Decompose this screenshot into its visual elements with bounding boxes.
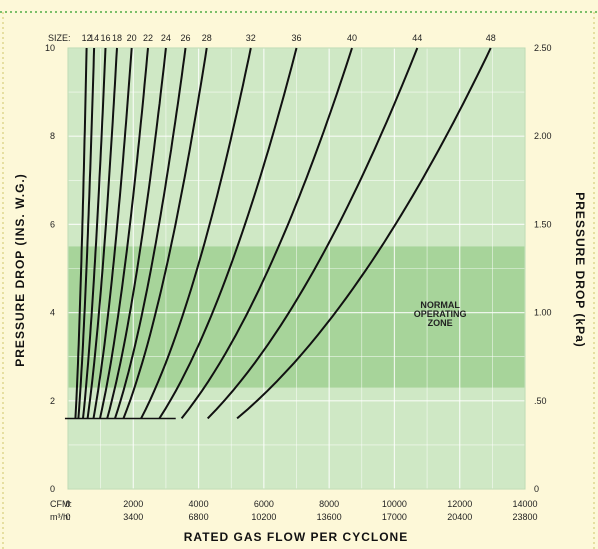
zone-label-line: NORMAL — [420, 300, 460, 310]
grid-lines — [67, 47, 526, 490]
x-tick-cfm: 8000 — [319, 499, 339, 509]
size-label: 36 — [291, 33, 301, 43]
cfm-prefix: CFM: — [50, 499, 72, 509]
x-tick-m3h: 10200 — [251, 512, 276, 522]
zone-label: NORMAL OPERATING ZONE — [414, 300, 467, 328]
m3h-prefix: m³/h: — [50, 512, 71, 522]
size-label: 40 — [347, 33, 357, 43]
size-label: 28 — [202, 33, 212, 43]
size-curve-22 — [99, 47, 149, 419]
size-label: 26 — [181, 33, 191, 43]
size-label: 44 — [412, 33, 422, 43]
size-curve-28 — [122, 47, 208, 419]
x-tick-cfm: 10000 — [382, 499, 407, 509]
size-curve-44 — [206, 47, 419, 420]
x-tick-m3h: 0 — [65, 512, 70, 522]
size-label: 12 — [82, 33, 92, 43]
right-axis-title: PRESSURE DROP (kPa) — [573, 192, 587, 347]
size-curve-24 — [106, 47, 167, 419]
size-label: 48 — [486, 33, 496, 43]
size-prefix: SIZE: — [48, 33, 71, 43]
size-curve-12 — [74, 47, 88, 419]
x-tick-cfm: 12000 — [447, 499, 472, 509]
size-label: 20 — [127, 33, 137, 43]
size-curve-48 — [236, 47, 492, 420]
x-tick-m3h: 13600 — [317, 512, 342, 522]
size-label: 18 — [112, 33, 122, 43]
left-axis-title: PRESSURE DROP (INS. W.G.) — [13, 173, 27, 366]
left-y-ticks: 0 2 4 6 8 10 — [45, 43, 55, 494]
right-y-tick: 2.50 — [534, 43, 552, 53]
zone-label-line: ZONE — [428, 318, 453, 328]
x-ticks: 0 0 2000 3400 4000 6800 6000 10200 8000 13600 1000… — [65, 499, 537, 522]
right-y-tick: 0 — [534, 484, 539, 494]
left-y-tick: 10 — [45, 43, 55, 53]
right-y-tick: 1.00 — [534, 308, 552, 318]
x-tick-cfm: 2000 — [123, 499, 143, 509]
size-label: 16 — [101, 33, 111, 43]
x-tick-m3h: 20400 — [447, 512, 472, 522]
left-y-tick: 2 — [50, 396, 55, 406]
right-y-ticks: 0 .50 1.00 1.50 2.00 2.50 — [534, 43, 552, 494]
x-axis-title: RATED GAS FLOW PER CYCLONE — [184, 530, 408, 544]
x-tick-m3h: 23800 — [512, 512, 537, 522]
size-label: 14 — [89, 33, 99, 43]
left-y-tick: 6 — [50, 219, 55, 229]
x-tick-cfm: 4000 — [189, 499, 209, 509]
right-y-tick: .50 — [534, 396, 547, 406]
left-y-tick: 8 — [50, 131, 55, 141]
left-y-tick: 0 — [50, 484, 55, 494]
right-y-tick: 2.00 — [534, 131, 552, 141]
size-label: 22 — [143, 33, 153, 43]
x-tick-m3h: 3400 — [123, 512, 143, 522]
x-tick-m3h: 17000 — [382, 512, 407, 522]
size-curve-26 — [114, 47, 187, 419]
right-y-tick: 1.50 — [534, 219, 552, 229]
size-curve-32 — [140, 47, 252, 419]
size-curve-36 — [158, 47, 298, 419]
left-y-tick: 4 — [50, 308, 55, 318]
size-curve-20 — [92, 47, 133, 419]
size-curve-18 — [86, 47, 118, 419]
zone-label-line: OPERATING — [414, 309, 467, 319]
size-label: 24 — [161, 33, 171, 43]
size-curve-14 — [77, 47, 96, 419]
size-curve-16 — [82, 47, 107, 419]
size-curves — [64, 47, 492, 420]
size-curve-40 — [180, 47, 353, 420]
x-tick-cfm: 0 — [65, 499, 70, 509]
x-tick-m3h: 6800 — [189, 512, 209, 522]
x-tick-cfm: 14000 — [512, 499, 537, 509]
x-tick-cfm: 6000 — [254, 499, 274, 509]
size-label: 32 — [246, 33, 256, 43]
